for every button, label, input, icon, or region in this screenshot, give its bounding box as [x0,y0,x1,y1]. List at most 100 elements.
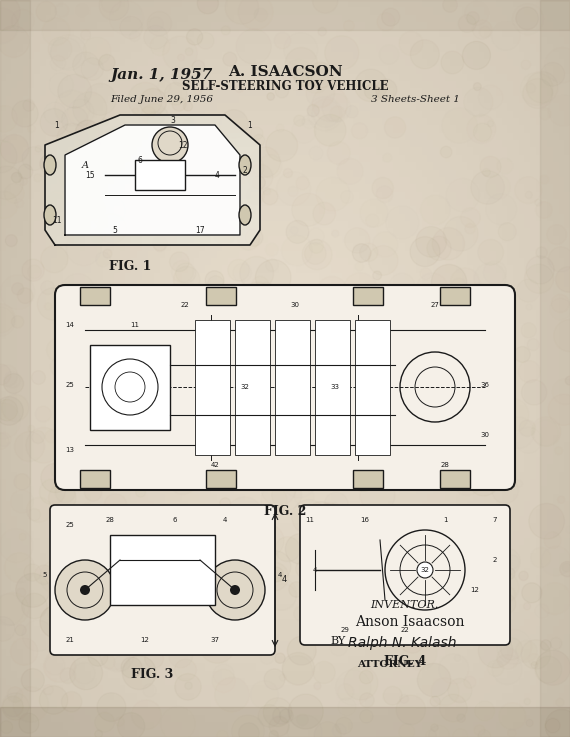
Text: 4: 4 [282,576,287,584]
Circle shape [207,526,230,549]
Text: 32: 32 [241,384,250,390]
Circle shape [325,35,359,70]
Text: 33: 33 [331,384,340,390]
Circle shape [127,621,144,637]
Text: 11: 11 [52,215,62,225]
Circle shape [437,313,457,333]
Circle shape [260,562,288,591]
Circle shape [70,657,103,690]
Circle shape [308,63,333,88]
Bar [440,470,470,488]
Circle shape [28,425,35,432]
Circle shape [113,545,120,551]
Text: 12: 12 [178,141,188,150]
Circle shape [200,628,235,663]
Circle shape [441,51,464,74]
Text: 4: 4 [223,517,227,523]
Bar [80,287,110,305]
Circle shape [375,475,384,483]
Circle shape [282,652,315,685]
Circle shape [474,83,481,91]
Text: 28: 28 [105,517,115,523]
Circle shape [302,240,332,270]
Circle shape [483,323,497,338]
Circle shape [358,571,370,583]
Text: 13: 13 [66,447,75,453]
Circle shape [113,569,144,600]
Circle shape [62,691,82,712]
Bar [353,287,383,305]
Circle shape [17,288,33,304]
Bar [195,320,230,455]
Circle shape [396,695,426,724]
Text: Jan. 1, 1957: Jan. 1, 1957 [110,68,213,82]
Circle shape [431,265,467,300]
Circle shape [365,84,380,99]
Circle shape [192,408,210,426]
Circle shape [334,319,347,332]
Circle shape [268,567,283,581]
Text: 11: 11 [131,322,140,328]
Circle shape [419,593,441,615]
Circle shape [292,296,301,305]
Circle shape [185,48,193,55]
Text: 6: 6 [173,517,177,523]
Text: 2: 2 [493,557,497,563]
Circle shape [390,473,398,481]
Circle shape [124,508,156,539]
Text: 1: 1 [443,517,447,523]
Text: BY: BY [330,636,345,646]
Bar [80,470,110,488]
Text: 30: 30 [291,302,299,308]
Circle shape [320,629,335,643]
Circle shape [551,295,569,312]
Circle shape [288,694,323,729]
Circle shape [242,386,275,420]
Ellipse shape [239,155,251,175]
Circle shape [339,338,368,366]
Circle shape [125,526,136,537]
Circle shape [439,694,467,722]
Circle shape [473,20,492,39]
Circle shape [140,88,166,116]
Circle shape [269,716,289,736]
Bar [353,470,383,488]
Text: 7: 7 [492,517,497,523]
Circle shape [0,721,13,733]
Text: 3 Sheets-Sheet 1: 3 Sheets-Sheet 1 [371,95,460,104]
Circle shape [317,276,347,306]
Circle shape [134,380,151,397]
Circle shape [465,223,475,234]
Text: 22: 22 [181,302,189,308]
Circle shape [39,686,68,714]
Circle shape [314,550,328,564]
Circle shape [400,335,417,352]
Circle shape [557,496,565,503]
Circle shape [223,52,237,66]
Circle shape [467,509,482,524]
Circle shape [384,117,406,138]
Circle shape [0,135,28,164]
Circle shape [480,156,501,178]
Circle shape [417,562,433,578]
Text: 37: 37 [210,637,219,643]
Text: 42: 42 [211,462,219,468]
Circle shape [40,605,73,638]
Circle shape [262,475,272,484]
Circle shape [331,310,365,344]
Text: SELF-STEERING TOY VEHICLE: SELF-STEERING TOY VEHICLE [182,80,388,93]
Circle shape [275,653,285,663]
Polygon shape [540,0,570,737]
Circle shape [212,516,246,549]
Circle shape [275,537,300,562]
Text: Filed June 29, 1956: Filed June 29, 1956 [110,95,213,104]
Circle shape [548,394,570,425]
Circle shape [162,147,189,173]
Text: 32: 32 [421,567,429,573]
Bar [440,287,470,305]
Circle shape [104,494,127,516]
Circle shape [515,177,542,203]
Circle shape [464,677,476,688]
Circle shape [399,32,423,55]
Circle shape [75,383,87,394]
